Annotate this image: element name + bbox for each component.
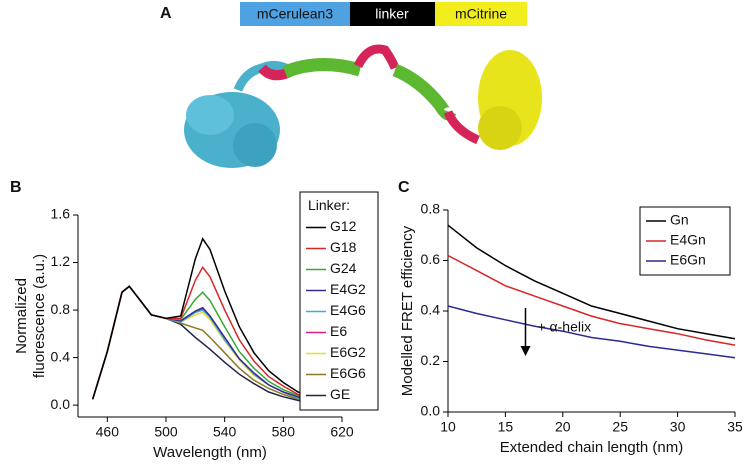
legend-label: E6G6 <box>330 365 366 381</box>
series-line <box>447 254 736 346</box>
x-tick-label: 500 <box>154 424 178 440</box>
y-tick-label: 0.2 <box>421 352 441 368</box>
segment-label: mCerulean3 <box>257 6 333 22</box>
series-line <box>447 224 736 340</box>
legend-label: G18 <box>330 239 357 255</box>
series-line <box>91 237 313 400</box>
series-line <box>91 285 313 404</box>
x-tick-label: 540 <box>213 424 237 440</box>
x-tick-label: 25 <box>612 419 628 435</box>
segment-box <box>240 2 350 26</box>
segment-box <box>435 2 527 26</box>
x-tick-label: 460 <box>96 424 120 440</box>
legend-label: G24 <box>330 260 357 276</box>
legend-label: E6 <box>330 323 347 339</box>
segment-box <box>350 2 435 26</box>
segment-label: mCitrine <box>455 6 507 22</box>
y-axis-label: Normalized <box>13 278 30 354</box>
x-tick-label: 20 <box>555 419 571 435</box>
legend-label: Gn <box>670 212 689 228</box>
y-tick-label: 0.4 <box>51 348 71 364</box>
x-tick-label: 15 <box>498 419 514 435</box>
legend-label: E6Gn <box>670 252 706 268</box>
x-axis-label: Extended chain length (nm) <box>500 439 683 456</box>
legend-title: Linker: <box>308 197 350 213</box>
x-tick-label: 30 <box>670 419 686 435</box>
series-line <box>447 305 736 359</box>
y-tick-label: 0.0 <box>421 403 441 419</box>
y-tick-label: 0.4 <box>421 302 441 318</box>
y-tick-label: 0.8 <box>421 201 441 217</box>
y-tick-label: 0.0 <box>51 396 71 412</box>
y-axis-label: Modelled FRET efficiency <box>399 225 416 396</box>
segment-label: linker <box>375 6 409 22</box>
x-tick-label: 620 <box>330 424 354 440</box>
y-tick-label: 1.2 <box>51 253 71 269</box>
y-tick-label: 0.6 <box>421 251 441 267</box>
panel-label: A <box>160 5 172 22</box>
panel-label: B <box>10 179 22 196</box>
legend-label: E4G6 <box>330 302 366 318</box>
legend-label: GE <box>330 386 350 402</box>
y-axis-label: fluorescence (a.u.) <box>31 254 48 378</box>
annotation-arrowhead <box>520 346 531 356</box>
legend-label: G12 <box>330 218 357 234</box>
x-tick-label: 10 <box>440 419 456 435</box>
x-axis-label: Wavelength (nm) <box>153 444 267 461</box>
panel-label: C <box>398 179 410 196</box>
legend-box <box>299 191 379 411</box>
x-tick-label: 35 <box>727 419 743 435</box>
protein-structure <box>184 44 542 168</box>
legend-label: E6G2 <box>330 344 366 360</box>
y-tick-label: 1.6 <box>51 206 71 222</box>
legend-label: E4G2 <box>330 281 366 297</box>
annotation: + α-helix <box>537 319 591 335</box>
x-tick-label: 580 <box>272 424 296 440</box>
y-tick-label: 0.8 <box>51 301 71 317</box>
legend-label: E4Gn <box>670 232 706 248</box>
